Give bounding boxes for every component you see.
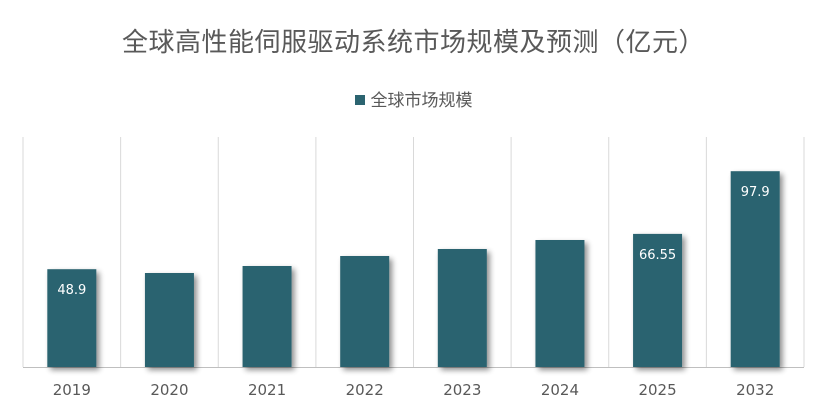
data-label-2032: 97.9 [741,185,770,200]
data-label-2025: 66.55 [639,248,676,263]
bar-2021 [242,266,292,367]
chart-legend: 全球市场规模 [0,86,827,111]
bar-2032 [730,171,780,367]
bar-2019 [47,269,97,367]
data-label-2019: 48.9 [57,283,86,298]
x-tick-label-2019: 2019 [53,381,91,399]
x-axis-ticks: 2019 2020 2021 2022 2023 2024 2025 2032 [53,381,775,399]
x-tick-label-2025: 2025 [638,381,676,399]
legend-swatch [354,95,365,105]
bars [47,171,780,367]
x-tick-label-2024: 2024 [541,381,579,399]
bar-2020 [144,273,194,367]
legend-label: 全球市场规模 [370,91,473,111]
bar-2024 [535,240,585,367]
x-tick-label-2032: 2032 [736,381,774,399]
bar-2022 [340,256,390,367]
x-tick-label-2023: 2023 [443,381,481,399]
bar-2025 [633,233,683,367]
chart-title: 全球高性能伺服驱动系统市场规模及预测（亿元） [121,28,705,58]
x-tick-label-2022: 2022 [346,381,384,399]
grid-lines [22,137,805,368]
x-tick-label-2021: 2021 [248,381,286,399]
data-labels: 48.9 66.55 97.9 [57,185,769,298]
bar-2023 [437,249,487,367]
x-tick-label-2020: 2020 [150,381,188,399]
